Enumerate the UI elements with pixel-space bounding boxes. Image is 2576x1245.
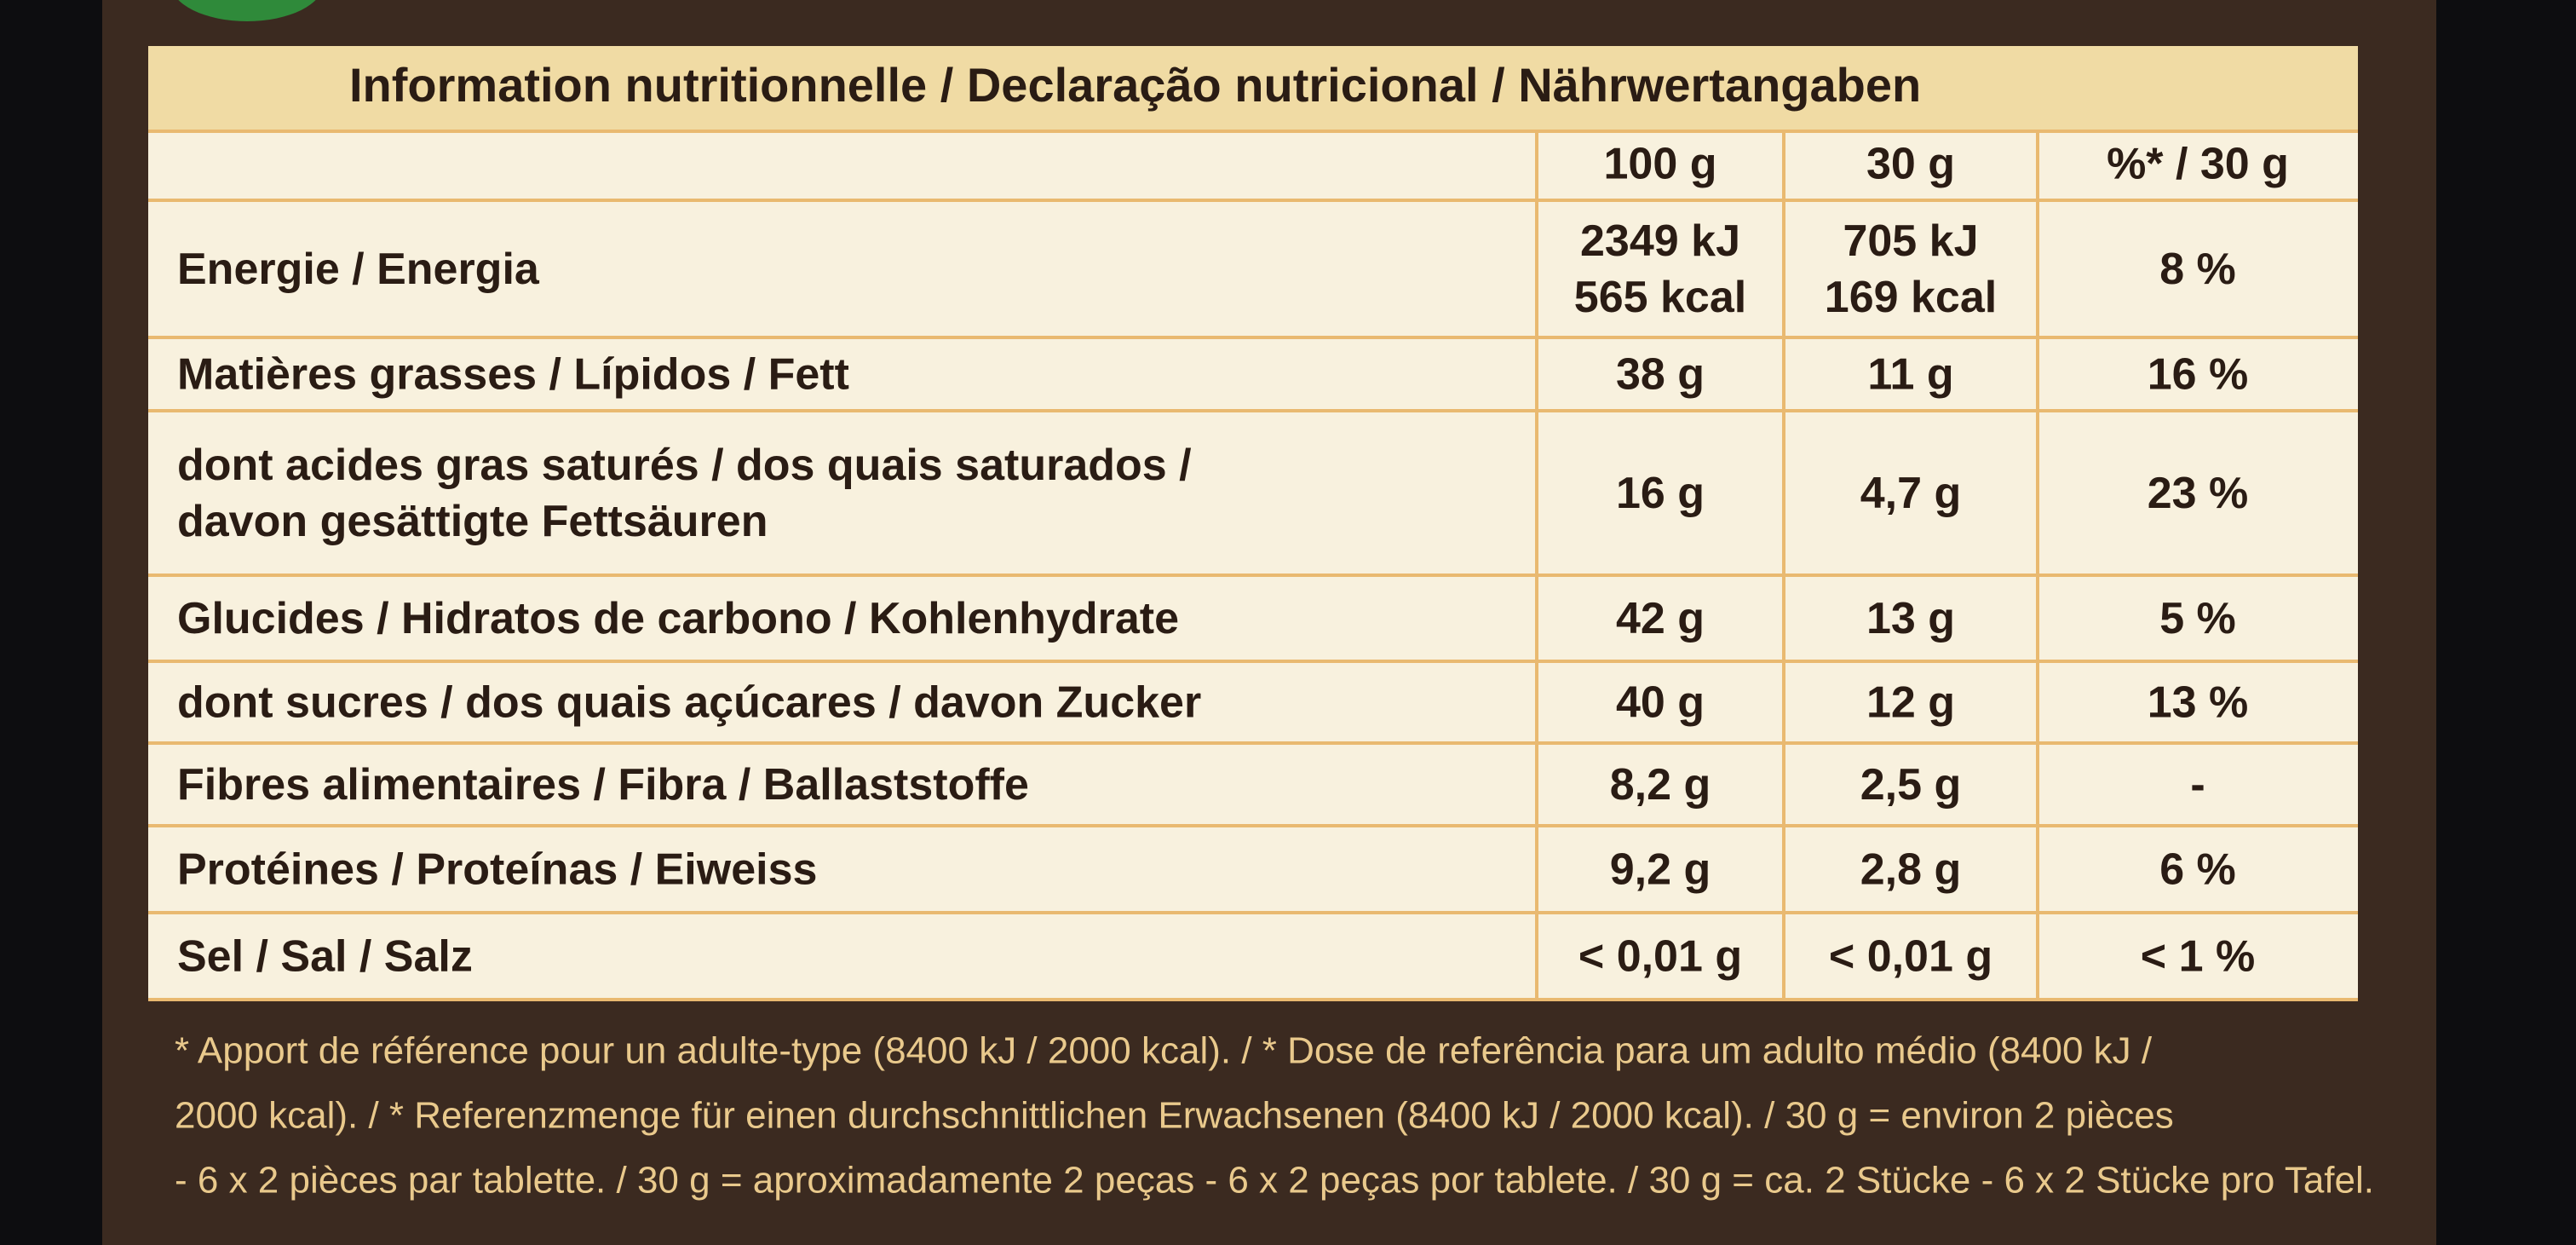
row-label: Matières grasses / Lípidos / Fett [177,350,849,400]
logo-fragment [178,0,316,21]
cell-value: 42 g [1616,594,1705,643]
cell-value: 38 g [1616,350,1705,400]
cell-value: 169 kcal [1825,273,1997,322]
nutrition-table: Information nutritionnelle / Declaração … [148,58,2358,1001]
cell-value: 12 g [1866,678,1955,728]
row-label: dont sucres / dos quais açúcares / davon… [177,678,1201,728]
table-title: Information nutritionnelle / Declaração … [349,58,1921,112]
row-label: dont acides gras saturés / dos quais sat… [177,441,1192,490]
cell-value: 9,2 g [1610,845,1711,895]
cell-value: 11 g [1867,350,1953,400]
column-header: %* / 30 g [2107,140,2289,189]
cell-value: 40 g [1616,678,1705,728]
footnote: * Apport de référence pour un adulte-typ… [175,1030,2374,1202]
row-label: Glucides / Hidratos de carbono / Kohlenh… [177,594,1179,643]
row-label: Fibres alimentaires / Fibra / Ballaststo… [177,760,1029,810]
cell-value: 5 % [2159,594,2236,643]
row-label: Sel / Sal / Salz [177,932,473,982]
cell-value: 2,8 g [1860,845,1962,895]
cell-value: 8,2 g [1610,760,1711,810]
row-label: Energie / Energia [177,245,540,294]
cell-value: 23 % [2148,469,2249,518]
cell-value: 13 g [1866,594,1955,643]
cell-value: 565 kcal [1574,273,1746,322]
cell-value: < 1 % [2141,932,2255,982]
cell-value: 13 % [2148,678,2249,728]
cell-value: 4,7 g [1860,469,1962,518]
cell-value: 6 % [2159,845,2236,895]
cell-value: 16 g [1616,469,1705,518]
row-label: davon gesättigte Fettsäuren [177,497,768,546]
row-label: Protéines / Proteínas / Eiweiss [177,845,817,895]
cell-value: 2,5 g [1860,760,1962,810]
table-background [148,46,2358,1000]
cell-value: 16 % [2148,350,2249,400]
footnote-line: - 6 x 2 pièces par tablette. / 30 g = ap… [175,1160,2374,1202]
cell-value: - [2190,760,2205,810]
cell-value: 705 kJ [1843,216,1978,266]
footnote-line: 2000 kcal). / * Referenzmenge für einen … [175,1095,2174,1137]
footnote-line: * Apport de référence pour un adulte-typ… [175,1030,2153,1072]
column-header: 30 g [1866,140,1955,189]
cell-value: 8 % [2159,245,2236,294]
cell-value: < 0,01 g [1578,932,1742,982]
cell-value: < 0,01 g [1829,932,1992,982]
table-header-band [148,46,2358,131]
column-header: 100 g [1604,140,1717,189]
cell-value: 2349 kJ [1580,216,1740,266]
